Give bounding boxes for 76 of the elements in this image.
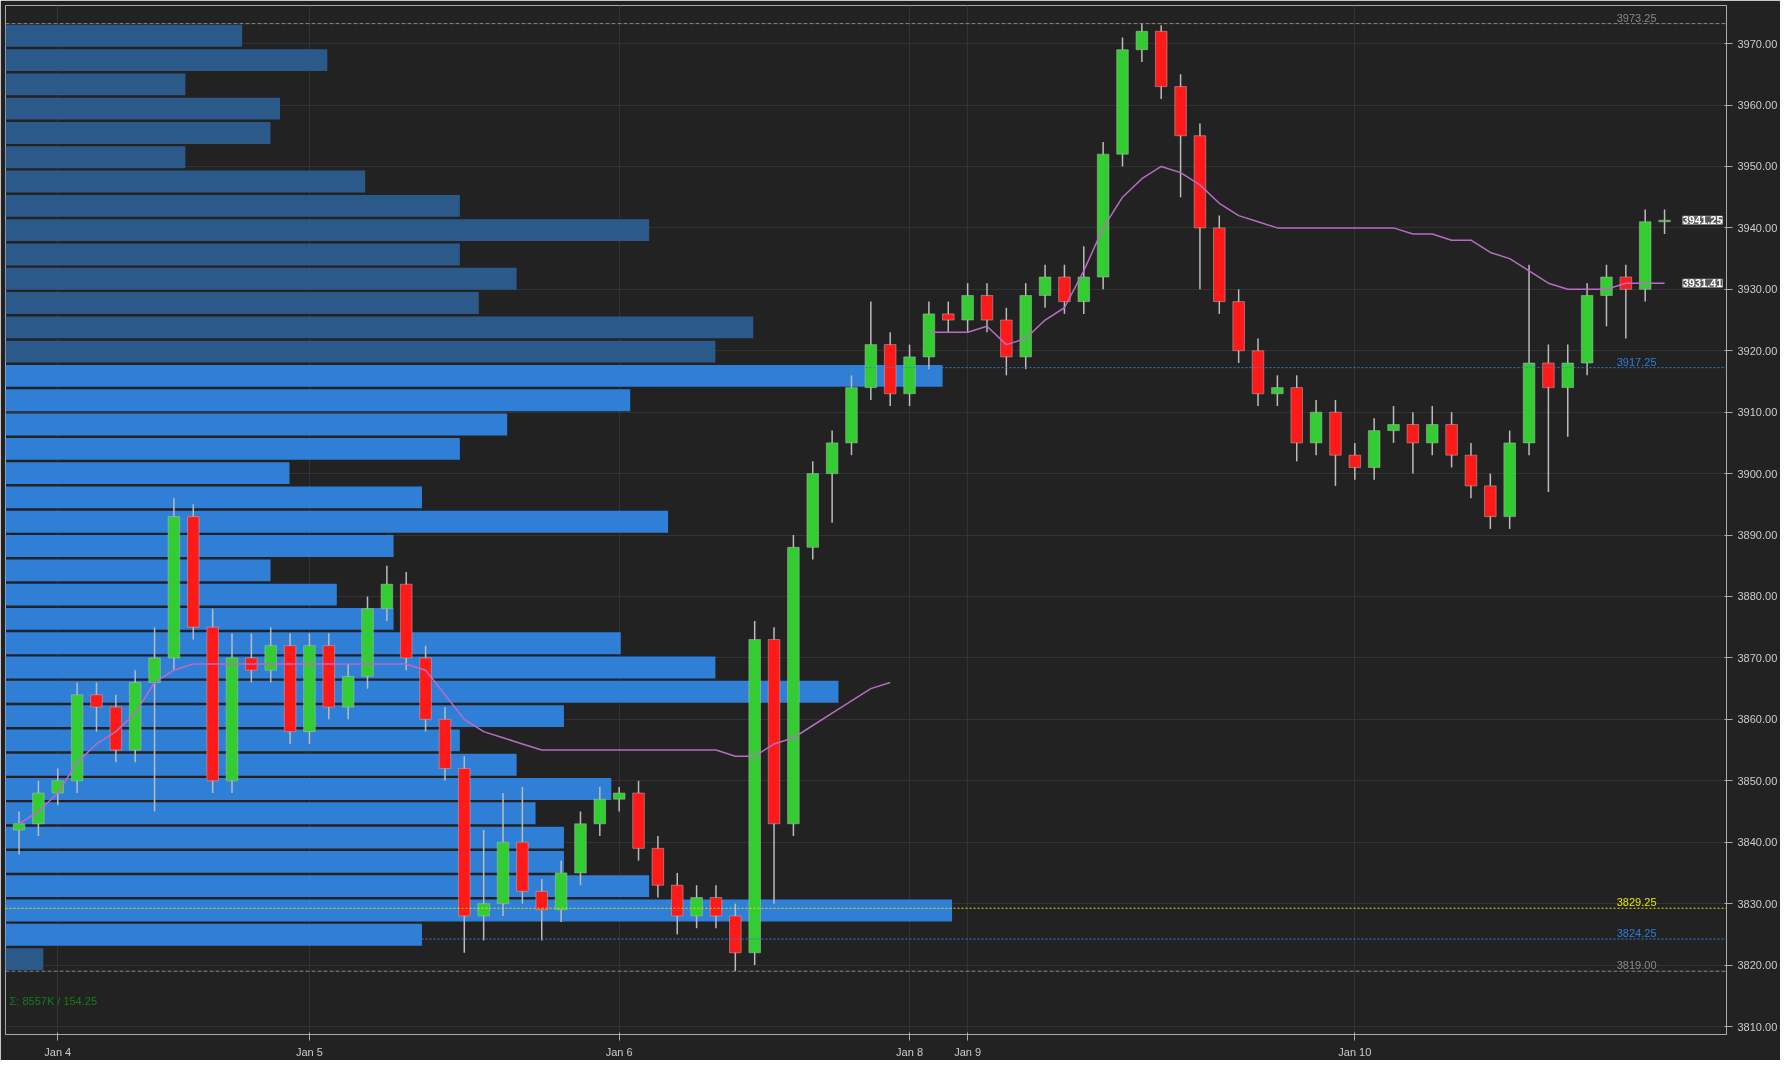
bar — [5, 243, 460, 266]
y-tick-label: 3930.00 — [1737, 283, 1778, 296]
bar — [5, 316, 754, 339]
bar — [5, 194, 460, 217]
candlestick — [1387, 405, 1400, 444]
bar — [5, 292, 479, 314]
bar — [5, 146, 186, 169]
candlestick — [942, 300, 955, 334]
bar — [5, 49, 328, 71]
y-tick-label: 3950.00 — [1737, 160, 1778, 173]
bar — [5, 24, 243, 47]
y-tick-label: 3870.00 — [1737, 651, 1778, 664]
x-tick-label: Jan 6 — [605, 1045, 633, 1058]
candlestick — [1039, 264, 1052, 309]
y-tick-label: 3920.00 — [1737, 344, 1778, 357]
x-tick-label: Jan 10 — [1338, 1045, 1372, 1058]
y-tick-label: 3910.00 — [1737, 406, 1778, 419]
text: 3931.41 — [1682, 277, 1723, 290]
candlestick — [477, 829, 490, 942]
bar — [5, 826, 564, 849]
candlestick — [709, 884, 723, 929]
candlestick — [1406, 411, 1419, 475]
candlestick — [90, 681, 103, 733]
x-tick-label: Jan 9 — [954, 1045, 982, 1058]
bar — [5, 778, 612, 800]
bar — [5, 583, 337, 606]
candlestick — [51, 767, 64, 807]
candlestick — [12, 810, 26, 856]
bar — [5, 122, 271, 144]
bar — [5, 437, 460, 460]
bar — [5, 486, 422, 509]
y-tick-label: 3860.00 — [1737, 713, 1778, 726]
y-tick-label: 3840.00 — [1737, 836, 1778, 849]
candlestick — [1600, 264, 1613, 327]
candlestick — [1426, 405, 1439, 456]
bar — [5, 340, 716, 363]
ref-line-label: 3829.25 — [1616, 896, 1657, 909]
ref-line-label: 3824.25 — [1616, 926, 1657, 939]
y-tick-label: 3850.00 — [1737, 774, 1778, 787]
bar — [5, 219, 650, 242]
candlestick — [1271, 374, 1284, 407]
candlestick — [613, 786, 626, 813]
candlestick — [1619, 264, 1632, 340]
x-tick-label: Jan 5 — [295, 1045, 323, 1058]
y-tick-label: 3820.00 — [1737, 959, 1778, 972]
bar — [5, 413, 508, 436]
y-tick-label: 3970.00 — [1737, 37, 1778, 50]
bar — [5, 535, 394, 557]
y-tick-label: 3900.00 — [1737, 467, 1778, 480]
y-tick-label: 3810.00 — [1737, 1020, 1778, 1033]
annotation: Σ: 8557K / 154.25 — [9, 994, 98, 1007]
y-tick-label: 3940.00 — [1737, 221, 1778, 234]
bar — [5, 559, 271, 582]
bar — [5, 510, 669, 533]
y-tick-label: 3890.00 — [1737, 529, 1778, 542]
bar — [5, 97, 280, 120]
x-tick-label: Jan 8 — [896, 1045, 924, 1058]
x-tick-label: Jan 4 — [44, 1045, 72, 1058]
bar — [5, 389, 631, 412]
candlestick — [1348, 442, 1361, 481]
candlestick — [690, 884, 703, 929]
candlestick — [535, 878, 548, 942]
candlestick — [1658, 208, 1671, 235]
bar — [5, 73, 186, 96]
bar — [5, 462, 290, 485]
text: 3941.25 — [1682, 214, 1723, 227]
ref-line-label: 3819.00 — [1616, 959, 1657, 972]
y-tick-label: 3880.00 — [1737, 590, 1778, 603]
ref-line-label: 3973.25 — [1616, 11, 1657, 24]
y-tick-label: 3960.00 — [1737, 99, 1778, 112]
bar — [5, 170, 366, 193]
candlestick — [1135, 22, 1148, 63]
bar — [5, 948, 44, 971]
bar — [5, 267, 517, 290]
ref-line-label: 3917.25 — [1616, 355, 1657, 368]
y-tick-label: 3830.00 — [1737, 897, 1778, 910]
